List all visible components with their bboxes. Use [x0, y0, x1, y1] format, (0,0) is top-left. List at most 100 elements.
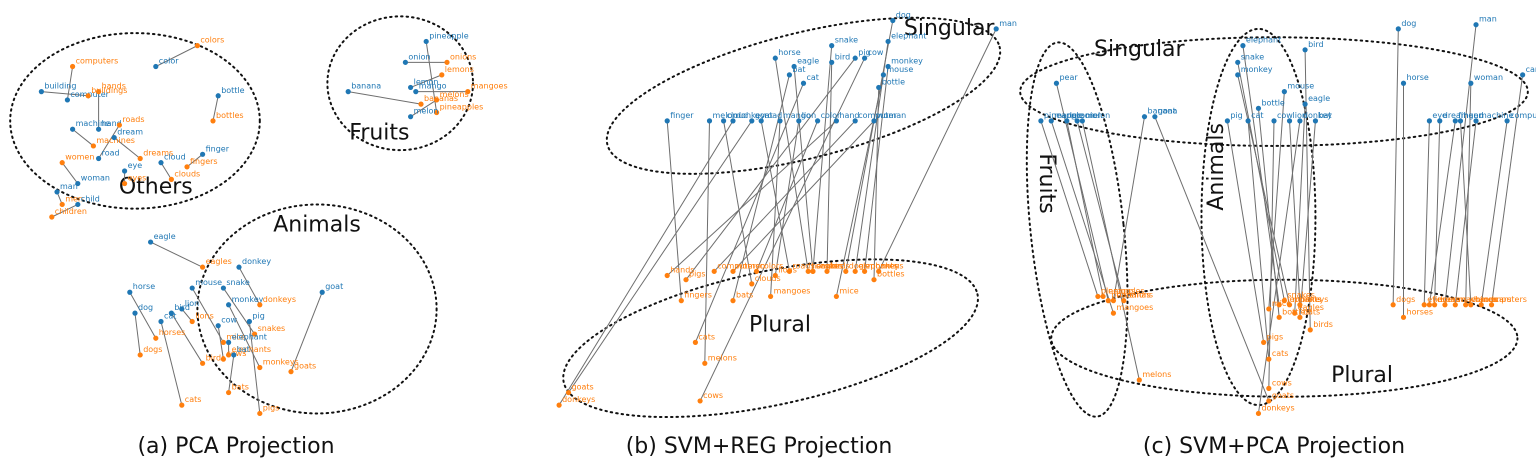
point-singular-onion — [1074, 118, 1080, 124]
point-plural-cats — [1266, 356, 1272, 362]
point-plural-women — [730, 268, 736, 274]
pair-line-0-27 — [222, 287, 256, 335]
label-plural-colors: colors — [760, 261, 784, 270]
point-plural-eyes — [122, 180, 128, 187]
label-plural-computers: computers — [717, 261, 760, 270]
point-singular-machine — [70, 126, 76, 132]
pair-line-1-3 — [793, 66, 814, 272]
point-singular-donkey — [1297, 118, 1303, 124]
point-singular-eagle — [148, 239, 154, 245]
point-singular-elephant — [226, 339, 232, 345]
pair-line-2-17 — [1289, 120, 1301, 305]
pair-line-1-17 — [704, 120, 710, 364]
label-singular-machine: machine — [76, 119, 110, 128]
pair-line-1-13 — [873, 87, 880, 280]
label-singular-finger: finger — [1458, 111, 1482, 120]
point-singular-horse — [772, 55, 778, 61]
label-plural-bats: bats — [1303, 307, 1320, 316]
label-singular-cat: cat — [164, 312, 176, 321]
label-singular-onion: onion — [1080, 111, 1102, 120]
point-plural-donkeys — [556, 402, 562, 408]
point-plural-bottles — [871, 277, 877, 283]
point-plural-lions — [772, 272, 778, 279]
point-plural-lions — [1297, 302, 1303, 308]
point-singular-woman — [871, 118, 877, 124]
label-plural-pears: pears — [1111, 291, 1133, 300]
point-plural-mangoes — [768, 293, 774, 300]
pair-line-1-21 — [666, 120, 837, 276]
point-singular-woman — [1468, 80, 1474, 86]
label-plural-fingers: fingers — [190, 157, 218, 166]
pair-line-0-18 — [410, 74, 442, 88]
point-plural-dreams — [137, 155, 143, 162]
point-singular-machine — [1473, 118, 1479, 124]
label-plural-mice: mice — [226, 332, 245, 341]
point-singular-mouse — [880, 72, 887, 78]
label-plural-monkeys: monkeys — [868, 261, 904, 270]
label-plural-dreams: dreams — [1438, 295, 1468, 304]
label-singular-cow: cow — [868, 48, 884, 57]
label-plural-machines: machines — [1458, 295, 1497, 304]
point-singular-lemon — [408, 84, 414, 91]
point-plural-horses — [805, 268, 811, 274]
label-plural-pineapples: pineapples — [440, 103, 484, 112]
label-singular-mango: mango — [419, 82, 447, 91]
pair-line-2-9 — [1237, 62, 1285, 301]
region-label-0-0: Others — [119, 175, 193, 200]
point-plural-eyes — [1421, 302, 1427, 308]
label-plural-donkeys: donkeys — [562, 395, 595, 404]
label-plural-melons: melons — [708, 353, 737, 362]
point-singular-pineapple — [423, 38, 429, 45]
point-singular-color — [815, 118, 821, 124]
point-singular-dream — [1437, 118, 1443, 124]
label-singular-goat: goat — [1158, 107, 1176, 116]
label-singular-child: child — [81, 194, 100, 203]
point-plural-fingers — [184, 164, 190, 170]
label-plural-goats: goats — [294, 362, 316, 371]
label-plural-dreams: dreams — [143, 148, 173, 157]
label-singular-dream: dream — [1443, 111, 1469, 120]
label-plural-lions: lions — [195, 312, 214, 321]
label-singular-mouse: mouse — [1287, 82, 1314, 91]
label-singular-eagle: eagle — [797, 57, 819, 66]
label-singular-cat: cat — [807, 73, 819, 82]
label-plural-donkeys: donkeys — [1261, 403, 1294, 412]
label-plural-horses: horses — [1407, 307, 1434, 316]
label-plural-pigs: pigs — [689, 270, 706, 279]
label-plural-mangoes: mangoes — [774, 286, 811, 295]
region-label-2-2: Fruits — [1034, 153, 1059, 213]
point-plural-cars — [1488, 302, 1495, 308]
label-singular-mango: mango — [783, 111, 811, 120]
pair-line-0-11 — [61, 162, 79, 184]
pair-line-2-26 — [1491, 74, 1524, 305]
label-singular-lion: lion — [1293, 111, 1307, 120]
point-plural-horses — [153, 335, 159, 341]
point-singular-eye — [1426, 118, 1432, 124]
point-plural-donkeys — [257, 302, 263, 308]
label-singular-bat: bat — [237, 345, 250, 354]
label-singular-man: man — [1479, 15, 1497, 24]
label-singular-lemon: lemon — [414, 77, 439, 86]
pair-line-0-26 — [191, 287, 224, 343]
point-plural-computers — [70, 63, 76, 70]
label-plural-men: men — [882, 261, 900, 270]
pair-line-0-30 — [290, 292, 323, 372]
point-singular-bat — [231, 352, 237, 358]
point-singular-man — [54, 189, 60, 195]
point-plural-colors — [194, 43, 200, 49]
pair-line-0-23 — [160, 321, 183, 406]
region-label-2-0: Singular — [1094, 37, 1186, 62]
point-plural-goats — [1266, 398, 1272, 404]
point-singular-eagle — [1302, 101, 1308, 107]
pair-points-0: colorcolorscomputercomputersbuildingbuil… — [38, 31, 508, 417]
point-singular-bird — [829, 59, 835, 65]
point-singular-hand — [1457, 118, 1464, 124]
pair-line-0-20 — [150, 241, 203, 268]
label-singular-lion: lion — [802, 111, 816, 120]
point-singular-monkey — [1235, 72, 1241, 78]
label-plural-clouds: clouds — [755, 274, 781, 283]
label-singular-computer: computer — [858, 111, 897, 120]
label-plural-men: men — [65, 194, 83, 203]
pair-line-2-28 — [1480, 120, 1508, 305]
label-singular-cow: cow — [1277, 111, 1293, 120]
